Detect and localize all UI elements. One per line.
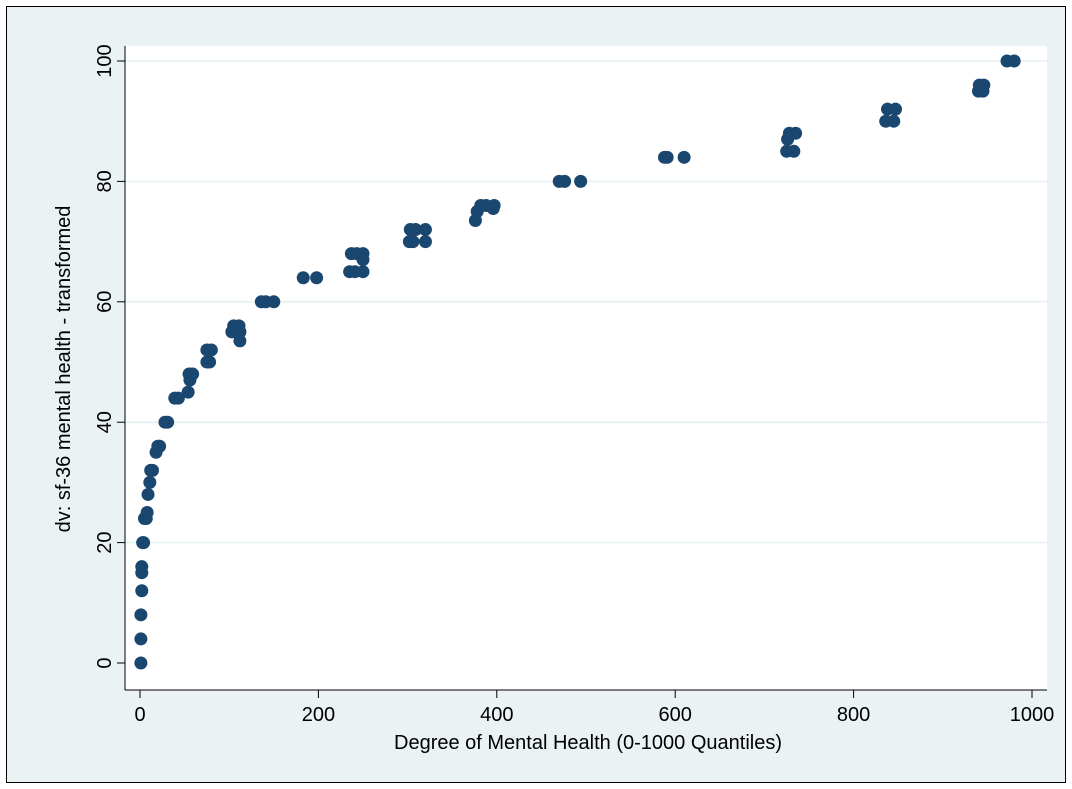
data-point	[406, 235, 420, 249]
data-point	[135, 560, 149, 574]
scatter-chart: 0 200 400 600 800 1000 0 20 40 60 80 100 Degree of…	[53, 44, 1054, 754]
data-point	[232, 319, 246, 333]
x-tick-label: 1000	[1010, 704, 1055, 726]
data-point	[296, 271, 310, 285]
data-point	[137, 536, 151, 550]
x-tick-label: 200	[302, 704, 335, 726]
data-point	[140, 506, 154, 519]
data-point	[171, 391, 185, 405]
data-point	[558, 174, 572, 188]
data-point	[889, 102, 903, 116]
data-point	[134, 656, 148, 670]
data-point	[660, 150, 674, 164]
y-axis-ticks: 0 20 40 60 80 100	[94, 44, 125, 669]
x-axis-ticks: 0 200 400 600 800 1000	[134, 690, 1054, 726]
y-axis-title: dv: sf-36 mental health - transformed	[53, 206, 75, 533]
data-point	[487, 198, 501, 212]
y-tick-label: 0	[94, 657, 116, 668]
y-tick-label: 100	[94, 44, 116, 77]
data-point	[204, 343, 218, 357]
data-point	[134, 632, 148, 646]
y-tick-label: 40	[94, 411, 116, 433]
data-point	[574, 174, 588, 188]
data-point	[310, 271, 324, 285]
data-point	[977, 78, 991, 92]
data-point	[1007, 54, 1021, 68]
data-point	[141, 487, 155, 501]
data-points	[134, 54, 1021, 670]
x-tick-label: 400	[480, 704, 513, 726]
data-point	[134, 608, 148, 622]
data-point	[181, 385, 195, 399]
y-tick-label: 60	[94, 291, 116, 313]
y-tick-label: 20	[94, 531, 116, 553]
data-point	[887, 114, 901, 128]
data-point	[143, 475, 157, 489]
data-point	[145, 463, 159, 477]
data-point	[409, 223, 423, 237]
data-point	[787, 144, 801, 158]
x-tick-label: 600	[659, 704, 692, 726]
data-point	[677, 150, 691, 164]
data-point	[418, 223, 432, 237]
y-tick-label: 80	[94, 170, 116, 192]
data-point	[203, 355, 217, 369]
data-point	[233, 334, 247, 348]
data-point	[186, 367, 200, 381]
data-point	[135, 584, 149, 598]
plot-area	[125, 46, 1047, 690]
x-axis-title: Degree of Mental Health (0-1000 Quantile…	[394, 732, 782, 754]
chart-frame: 0 200 400 600 800 1000 0 20 40 60 80 100 Degree of…	[6, 6, 1066, 783]
data-point	[356, 265, 370, 279]
data-point	[418, 235, 432, 249]
data-point	[267, 295, 281, 309]
data-point	[789, 126, 803, 140]
data-point	[356, 253, 370, 267]
data-point	[161, 415, 175, 429]
x-tick-label: 0	[134, 704, 145, 726]
x-tick-label: 800	[837, 704, 870, 726]
data-point	[153, 439, 167, 453]
